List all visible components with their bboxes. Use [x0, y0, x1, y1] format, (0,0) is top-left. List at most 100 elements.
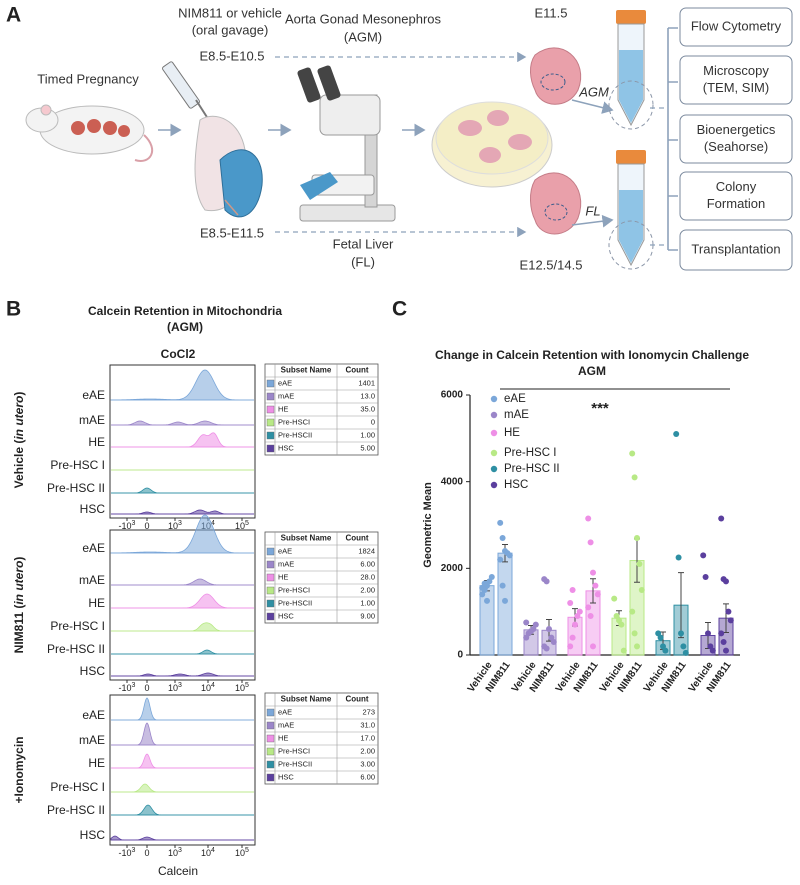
- data-point: [634, 643, 640, 650]
- gavage-illustration: [162, 61, 263, 218]
- table-cell: Pre-HSCI: [278, 746, 310, 755]
- row-label: Pre-HSC I: [50, 780, 105, 794]
- x-tick-label: 105: [235, 847, 249, 859]
- table-cell: HSC: [278, 772, 294, 781]
- data-point: [569, 634, 576, 641]
- table-cell: 35.0: [360, 404, 375, 413]
- x-tick-label: 103: [168, 682, 182, 694]
- assay-label: Formation: [707, 196, 766, 211]
- legend-label: Pre-HSC II: [504, 463, 560, 475]
- data-point: [543, 645, 550, 652]
- table-swatch: [266, 392, 275, 401]
- legend-label: mAE: [504, 409, 529, 421]
- tissue-tag: AGM: [578, 84, 609, 99]
- data-point: [629, 608, 636, 615]
- histogram: [111, 649, 254, 655]
- table-swatch: [266, 586, 275, 595]
- table-swatch: [266, 708, 275, 717]
- data-point: [585, 604, 592, 611]
- row-label: HSC: [80, 828, 106, 842]
- table-header: Count: [345, 695, 368, 704]
- table-swatch: [266, 379, 275, 388]
- tissue-label: Fetal Liver: [333, 236, 394, 251]
- data-point: [484, 597, 490, 604]
- data-point: [662, 647, 669, 654]
- data-point: [631, 630, 638, 637]
- table-cell: mAE: [278, 559, 294, 568]
- tick-base: 10: [235, 683, 245, 693]
- stage-label: E8.5-E10.5: [199, 48, 264, 63]
- table-cell: 13.0: [360, 391, 375, 400]
- assay-box: [679, 229, 793, 271]
- tick-exp: 5: [245, 520, 249, 527]
- histogram: [111, 697, 254, 721]
- group-label-part: in utero: [12, 396, 26, 440]
- data-point: [499, 535, 506, 541]
- condition-label: CoCl2: [161, 347, 196, 361]
- group-label-part: +Ionomycin: [12, 736, 26, 803]
- treatment-label: (oral gavage): [192, 22, 269, 37]
- tick-exp: 3: [178, 847, 182, 854]
- table-swatch: [266, 418, 275, 427]
- assay-box: [679, 171, 793, 221]
- histogram-frame: [109, 694, 256, 846]
- table-cell: 1.00: [360, 598, 375, 607]
- table-header: Count: [345, 534, 368, 543]
- treatment-label: NIM811 or vehicle: [178, 5, 282, 20]
- table-header: Subset Name: [281, 366, 332, 375]
- stage-label: E11.5: [534, 5, 567, 20]
- row-label: Pre-HSC II: [47, 481, 105, 495]
- assay-label: Microscopy: [703, 63, 769, 78]
- x-tick-label: -103: [119, 520, 136, 532]
- histogram: [111, 783, 254, 793]
- legend-label: eAE: [504, 393, 526, 405]
- table-cell: 1.00: [360, 430, 375, 439]
- data-point: [718, 515, 725, 522]
- table-cell: 6.00: [360, 559, 375, 568]
- data-point: [638, 587, 645, 593]
- group-label: NIM811 (in utero): [12, 557, 26, 654]
- y-tick-label: 0: [457, 650, 463, 661]
- row-label: HSC: [80, 502, 106, 516]
- table-swatch: [266, 405, 275, 414]
- data-point: [567, 643, 574, 650]
- table-cell: 0: [371, 417, 375, 426]
- table-cell: HE: [278, 572, 288, 581]
- x-tick-label: 0: [144, 848, 149, 858]
- table-cell: 6.00: [360, 772, 375, 781]
- group-label-part: Vehicle (: [12, 440, 26, 489]
- data-point: [497, 556, 504, 563]
- table-swatch: [266, 612, 275, 621]
- group-label: +Ionomycin: [12, 736, 26, 803]
- x-tick-label: 104: [201, 682, 215, 694]
- table-cell: eAE: [278, 546, 292, 555]
- data-point: [488, 574, 495, 580]
- row-label: eAE: [82, 541, 105, 555]
- row-label: mAE: [79, 733, 105, 747]
- tick-exp: 3: [132, 682, 136, 689]
- data-point: [506, 552, 513, 559]
- row-label: Pre-HSC II: [47, 642, 105, 656]
- table-cell: 17.0: [360, 733, 375, 742]
- group-label-part: ): [12, 392, 26, 396]
- mouse-illustration: [25, 104, 154, 162]
- tick-exp: 3: [132, 847, 136, 854]
- table-cell: 1401: [358, 378, 375, 387]
- data-point: [618, 621, 625, 628]
- legend-label: HE: [504, 427, 520, 439]
- data-point: [502, 597, 508, 604]
- x-tick-label: 103: [168, 847, 182, 859]
- data-point: [682, 649, 689, 656]
- embryo-illustration: [530, 47, 582, 235]
- legend-marker: [490, 465, 498, 473]
- y-tick-label: 4000: [441, 476, 464, 487]
- histogram: [111, 509, 254, 515]
- table-swatch: [266, 734, 275, 743]
- table-swatch: [266, 773, 275, 782]
- legend-label: HSC: [504, 479, 528, 491]
- row-label: Pre-HSC I: [50, 619, 105, 633]
- data-point: [569, 587, 576, 593]
- row-label: eAE: [82, 708, 105, 722]
- error-bar: [590, 578, 596, 604]
